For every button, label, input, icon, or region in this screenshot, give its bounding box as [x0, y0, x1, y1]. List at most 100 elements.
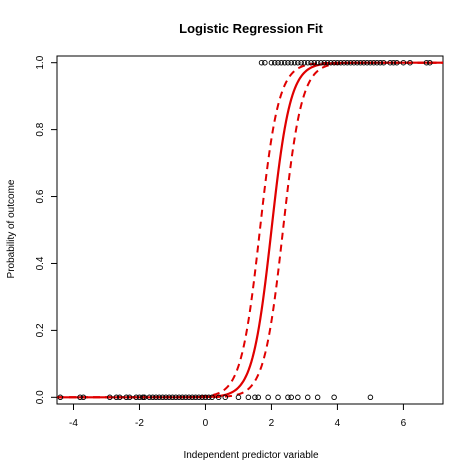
data-point: [288, 394, 294, 401]
data-point: [192, 394, 199, 401]
data-point: [361, 59, 367, 66]
data-point: [215, 394, 222, 401]
x-tick-label: 6: [401, 418, 407, 429]
data-point: [278, 59, 285, 66]
confidence-band-lines: [57, 61, 443, 399]
chart-title: Logistic Regression Fit: [179, 21, 323, 36]
data-point: [262, 59, 268, 66]
data-point: [146, 394, 153, 401]
data-point: [301, 59, 308, 66]
data-point: [275, 394, 281, 401]
data-point: [116, 394, 123, 401]
data-point: [318, 59, 324, 66]
data-point: [311, 59, 318, 66]
data-point: [331, 59, 337, 66]
data-point: [394, 59, 400, 66]
data-point: [222, 394, 229, 401]
data-point: [295, 394, 301, 401]
data-point: [140, 394, 146, 401]
data-point: [334, 59, 341, 66]
y-tick-label: 0.4: [35, 256, 46, 270]
x-axis: -4 -2 0 2 4 6: [69, 404, 407, 429]
x-axis-label: Independent predictor variable: [183, 450, 319, 461]
points-outcome-1: [258, 59, 433, 66]
data-point: [107, 394, 113, 401]
data-point: [285, 394, 291, 401]
data-point: [288, 59, 294, 66]
data-point: [179, 394, 186, 401]
y-tick-label: 1.0: [35, 55, 46, 69]
data-point: [166, 394, 172, 401]
data-point: [209, 394, 215, 401]
data-point: [202, 394, 209, 401]
data-point: [344, 59, 351, 66]
data-point: [341, 59, 347, 66]
y-tick-label: 0.2: [35, 323, 46, 337]
data-point: [268, 59, 275, 66]
data-point: [400, 59, 407, 66]
data-point: [357, 59, 364, 66]
data-point: [275, 59, 281, 66]
data-point: [176, 394, 182, 401]
data-point: [149, 394, 156, 401]
data-point: [126, 394, 133, 401]
data-point: [354, 59, 360, 66]
data-point: [156, 394, 163, 401]
data-point: [351, 59, 357, 66]
x-tick-label: 2: [269, 418, 275, 429]
confidence-lower-line: [57, 61, 443, 399]
data-point: [285, 59, 291, 66]
data-point: [163, 394, 169, 401]
data-point: [159, 394, 166, 401]
data-point: [308, 59, 314, 66]
data-point: [328, 59, 334, 66]
data-point: [235, 394, 242, 401]
data-point: [57, 394, 64, 401]
data-point: [314, 394, 321, 401]
data-point: [271, 59, 278, 66]
data-point: [347, 59, 354, 66]
x-tick-label: -4: [69, 418, 78, 429]
data-point: [423, 59, 430, 66]
data-point: [186, 394, 192, 401]
data-point: [374, 59, 380, 66]
data-point: [295, 59, 301, 66]
data-point: [298, 59, 304, 66]
data-point: [258, 59, 265, 66]
fit-curve: [57, 61, 443, 399]
confidence-upper-line: [57, 61, 443, 399]
x-tick-label: 4: [335, 418, 341, 429]
data-point: [77, 394, 83, 401]
data-point: [314, 59, 321, 66]
data-point: [370, 59, 377, 66]
data-point: [364, 59, 370, 66]
data-point: [265, 394, 271, 401]
points-outcome-0: [57, 394, 374, 401]
x-tick-label: 0: [203, 418, 209, 429]
data-point: [377, 59, 384, 66]
data-point: [255, 394, 261, 401]
data-point: [304, 394, 311, 401]
data-point: [206, 394, 212, 401]
data-point: [169, 394, 176, 401]
data-point: [337, 59, 344, 66]
data-point: [304, 59, 311, 66]
data-point: [173, 394, 179, 401]
y-axis: 0.0 0.2 0.4 0.6 0.8 1.0: [35, 55, 57, 404]
data-point: [390, 59, 397, 66]
data-point: [196, 394, 202, 401]
data-point: [189, 394, 196, 401]
data-point: [245, 394, 252, 401]
data-point: [153, 394, 159, 401]
y-tick-label: 0.8: [35, 122, 46, 136]
data-point: [123, 394, 130, 401]
data-point: [380, 59, 387, 66]
x-tick-label: -2: [135, 418, 144, 429]
data-point: [324, 59, 331, 66]
data-point: [407, 59, 413, 66]
data-point: [113, 394, 120, 401]
data-point: [291, 59, 298, 66]
data-point: [367, 59, 374, 66]
data-point: [80, 394, 87, 401]
